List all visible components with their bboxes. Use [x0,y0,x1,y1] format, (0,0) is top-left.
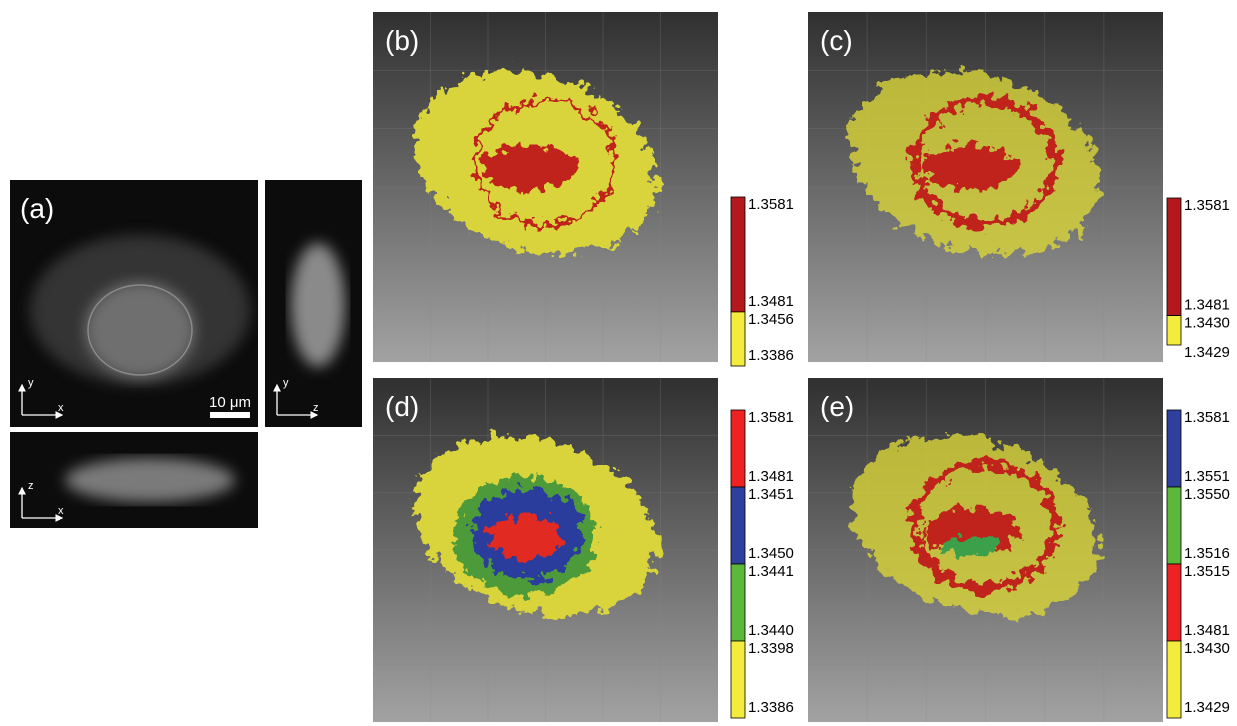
scale-bar [210,412,250,418]
axis-label: z [28,480,34,492]
colorbar-label: 1.3581 [748,409,794,426]
axis-label: x [58,505,64,517]
colorbar-label: 1.3450 [748,545,794,562]
colorbar-label: 1.3581 [1184,197,1230,214]
core-red [922,146,1018,190]
colorbar-segment [1167,198,1181,316]
colorbar-segment [731,312,745,366]
colorbar-segment [731,487,745,564]
colorbar-label: 1.3550 [1184,486,1230,503]
colorbar-segment [1167,641,1181,718]
panels: (b)1.35811.34811.34561.3386(c)1.35811.34… [373,12,1230,722]
colorbar-label: 1.3441 [748,563,794,580]
colorbar-segment [1167,487,1181,564]
colorbar-label: 1.3430 [1184,315,1230,332]
core-red [487,516,563,560]
colorbar-label: 1.3456 [748,311,794,328]
page: (a) 10 μm y x y z z x (b)1.35811.34811.3… [0,0,1237,726]
axis-label: z [313,402,319,414]
xz-cell [65,458,235,502]
colorbar-label: 1.3481 [1184,297,1230,314]
colorbar-label: 1.3430 [1184,640,1230,657]
nucleus [85,282,195,378]
yz-cell [291,243,345,367]
colorbar-label: 1.3481 [748,293,794,310]
core-red [482,146,578,190]
scale-bar-label: 10 μm [209,394,251,411]
panel-label: (b) [385,25,419,56]
colorbar-label: 1.3481 [748,468,794,485]
panel-label: (a) [20,193,54,224]
colorbar-label: 1.3440 [748,622,794,639]
colorbar-segment [731,641,745,718]
colorbar-segment [1167,564,1181,641]
colorbar-segment [731,410,745,487]
axis-label: y [28,377,34,389]
colorbar-label: 1.3386 [748,347,794,364]
panel: (e)1.35811.35511.35501.35161.35151.34811… [808,378,1230,722]
panel: (d)1.35811.34811.34511.34501.34411.34401… [373,378,794,722]
colorbar-label: 1.3398 [748,640,794,657]
colorbar-segment [1167,410,1181,487]
colorbar-label: 1.3581 [748,196,794,213]
colorbar-segment [1167,316,1181,345]
colorbar-label: 1.3386 [748,699,794,716]
colorbar-label: 1.3451 [748,486,794,503]
axis-label: y [283,377,289,389]
colorbar-label: 1.3429 [1184,344,1230,361]
colorbar-segment [731,564,745,641]
colorbar-label: 1.3581 [1184,409,1230,426]
colorbar-label: 1.3429 [1184,699,1230,716]
axis-label: x [58,402,64,414]
panel-label: (e) [820,391,854,422]
colorbar-label: 1.3551 [1184,468,1230,485]
panel-a: (a) 10 μm y x y z z x [10,180,362,528]
colorbar-label: 1.3516 [1184,545,1230,562]
colorbar-label: 1.3481 [1184,622,1230,639]
panel-label: (c) [820,25,853,56]
figure: (a) 10 μm y x y z z x (b)1.35811.34811.3… [0,0,1237,726]
core-green [940,536,1000,556]
colorbar-label: 1.3515 [1184,563,1230,580]
panel-label: (d) [385,391,419,422]
colorbar-segment [731,197,745,312]
